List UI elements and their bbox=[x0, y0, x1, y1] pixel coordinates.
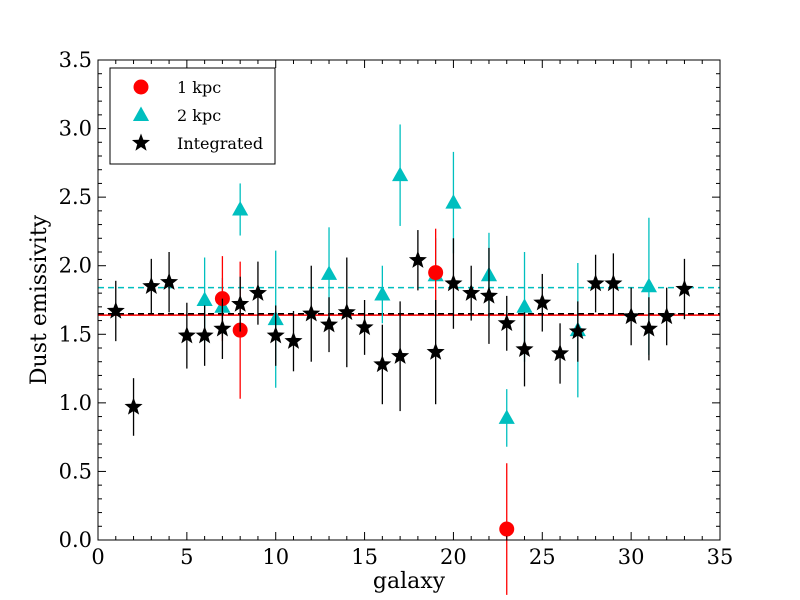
axis-ticks bbox=[97, 59, 721, 541]
y-tick-label: 3.5 bbox=[59, 48, 92, 72]
x-tick-label: 20 bbox=[440, 545, 467, 569]
data-point bbox=[551, 343, 570, 362]
data-point bbox=[355, 317, 374, 336]
data-point bbox=[675, 279, 694, 297]
y-tick-label: 1.0 bbox=[59, 391, 92, 415]
x-tick-label: 15 bbox=[351, 545, 378, 569]
data-point bbox=[533, 293, 552, 311]
series-2-kpc bbox=[196, 124, 657, 447]
x-tick-label: 30 bbox=[618, 545, 645, 569]
x-tick-label: 10 bbox=[262, 545, 289, 569]
legend-label: Integrated bbox=[177, 134, 263, 153]
data-point bbox=[248, 283, 267, 301]
data-point bbox=[266, 326, 285, 344]
data-point bbox=[106, 301, 125, 319]
legend-marker bbox=[133, 79, 149, 95]
data-point bbox=[160, 272, 179, 290]
data-point bbox=[586, 274, 605, 292]
legend-marker bbox=[131, 133, 151, 151]
data-point bbox=[462, 283, 481, 301]
plot-frame bbox=[97, 59, 721, 541]
data-points bbox=[106, 124, 694, 595]
data-point bbox=[196, 291, 213, 306]
data-point bbox=[391, 346, 410, 364]
data-point bbox=[392, 166, 409, 182]
data-point bbox=[302, 304, 321, 322]
data-point bbox=[232, 200, 249, 216]
data-point bbox=[445, 194, 462, 209]
data-point bbox=[479, 286, 499, 304]
y-tick-label: 2.0 bbox=[59, 254, 92, 278]
legend-item-1-kpc: 1 kpc bbox=[133, 78, 221, 97]
data-point bbox=[499, 521, 515, 537]
legend-item-integrated: Integrated bbox=[131, 133, 263, 153]
data-point bbox=[640, 277, 657, 293]
series-integrated bbox=[106, 230, 694, 436]
data-point bbox=[515, 339, 534, 358]
data-point bbox=[639, 319, 658, 337]
data-point bbox=[373, 354, 392, 373]
data-point bbox=[657, 306, 676, 325]
data-point bbox=[213, 319, 232, 337]
x-axis-label: galaxy bbox=[373, 569, 446, 594]
legend-label: 2 kpc bbox=[177, 106, 221, 125]
data-point bbox=[426, 342, 445, 360]
data-point bbox=[498, 409, 515, 424]
legend: 1 kpc 2 kpc Integrated bbox=[109, 67, 276, 165]
data-point bbox=[497, 313, 516, 331]
legend-marker bbox=[132, 106, 150, 121]
x-tick-label: 5 bbox=[180, 545, 193, 569]
reference-lines bbox=[98, 286, 720, 316]
data-point bbox=[428, 265, 444, 281]
data-point bbox=[177, 326, 196, 344]
y-tick-label: 2.5 bbox=[59, 185, 92, 209]
y-tick-label: 0.5 bbox=[59, 459, 92, 483]
data-point bbox=[444, 274, 463, 292]
data-point bbox=[142, 276, 161, 294]
x-tick-label: 25 bbox=[529, 545, 556, 569]
y-axis-label: Dust emissivity bbox=[27, 214, 52, 385]
legend-item-2-kpc: 2 kpc bbox=[132, 106, 221, 125]
data-point bbox=[231, 294, 250, 312]
data-point bbox=[408, 250, 427, 268]
y-tick-label: 0.0 bbox=[59, 528, 92, 552]
data-point bbox=[337, 302, 356, 321]
data-point bbox=[516, 298, 533, 313]
x-tick-label: 0 bbox=[91, 545, 104, 569]
data-point bbox=[622, 306, 641, 325]
tick-labels: 0 5 10 15 20 25 30 35 0.0 0.5 1.0 1.5 2.0 2.5 3.0 3.5 bbox=[59, 48, 734, 569]
data-point bbox=[284, 331, 303, 349]
legend-label: 1 kpc bbox=[177, 78, 221, 97]
y-tick-label: 1.5 bbox=[59, 322, 92, 346]
y-tick-label: 3.0 bbox=[59, 117, 92, 141]
data-point bbox=[374, 286, 391, 301]
x-tick-label: 35 bbox=[707, 545, 734, 569]
data-point bbox=[320, 265, 338, 280]
data-point bbox=[195, 326, 214, 344]
data-point bbox=[124, 397, 143, 415]
data-point bbox=[568, 322, 587, 340]
data-point bbox=[319, 315, 339, 333]
data-point bbox=[604, 274, 623, 292]
